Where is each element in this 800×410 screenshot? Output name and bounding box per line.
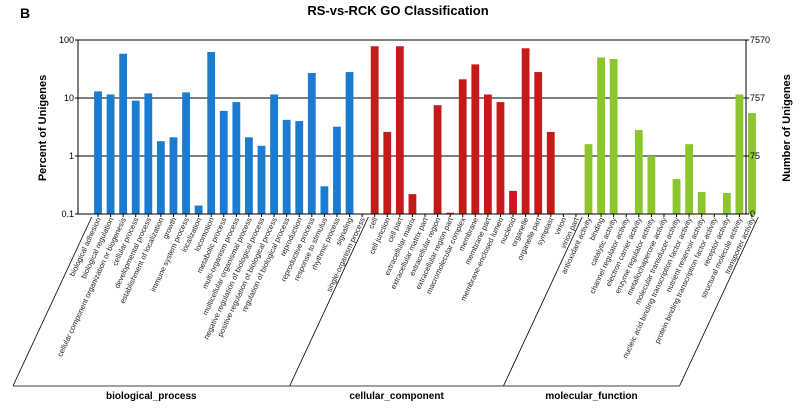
bar-molecular_function (597, 57, 605, 214)
group-divider (12, 216, 93, 387)
bar-biological_process (119, 53, 128, 214)
bar-biological_process (232, 102, 241, 214)
group-brackets: biological_process cellular_component mole… (12, 216, 759, 402)
bar-cellular_component (446, 212, 455, 214)
left-tick-label: 10 (64, 93, 74, 103)
bar-biological_process (169, 137, 178, 214)
bar-cellular_component (433, 105, 442, 214)
bar-cellular_component (408, 194, 417, 214)
group-label: molecular_function (545, 391, 637, 402)
tick-labels: 100 10 1 0.1 7570 757 75 0 (59, 35, 770, 219)
bar-molecular_function (722, 193, 731, 214)
bar-cellular_component (370, 46, 379, 214)
bar-cellular_component (471, 64, 480, 214)
bar-biological_process (182, 92, 190, 214)
bar-cellular_component (483, 94, 492, 214)
bar-molecular_function (735, 94, 744, 214)
bar-cellular_component (509, 190, 517, 214)
category-label: cell (367, 216, 380, 230)
bar-biological_process (282, 119, 291, 214)
left-axis-label: Percent of Unigenes (37, 75, 49, 181)
bar-molecular_function (634, 130, 643, 214)
bar-molecular_function (697, 191, 706, 214)
axes (77, 39, 753, 217)
panel-label: B (20, 5, 30, 21)
right-tick-label: 7570 (750, 35, 770, 45)
bar-biological_process (219, 110, 228, 214)
bar-biological_process (144, 93, 153, 214)
bar-biological_process (333, 126, 341, 214)
bar-molecular_function (748, 113, 756, 214)
bar-biological_process (307, 72, 316, 215)
left-tick-label: 100 (59, 35, 74, 45)
bar-molecular_function (584, 144, 593, 214)
group-label: biological_process (106, 391, 197, 402)
bar-cellular_component (458, 79, 467, 214)
bar-biological_process (295, 121, 304, 214)
group-divider (289, 216, 369, 387)
bar-cellular_component (521, 48, 530, 214)
bar-biological_process (257, 145, 266, 214)
bar-biological_process (156, 141, 165, 214)
right-tick-label: 75 (750, 151, 760, 161)
bar-biological_process (194, 205, 203, 214)
group-label: cellular_component (349, 391, 444, 402)
bar-biological_process (320, 186, 329, 214)
bar-biological_process (245, 137, 253, 214)
gridlines (78, 97, 746, 157)
left-tick-label: 1 (69, 151, 74, 161)
bar-cellular_component (496, 102, 505, 214)
bar-biological_process (131, 100, 140, 214)
bar-molecular_function (672, 179, 681, 214)
bar-biological_process (94, 91, 102, 214)
right-axis-label: Number of Unigenes (781, 74, 793, 182)
right-tick-label: 0 (750, 209, 755, 219)
left-tick-label: 0.1 (61, 209, 74, 219)
group-divider (503, 216, 583, 387)
bar-biological_process (106, 94, 115, 214)
bars (94, 46, 756, 215)
bar-molecular_function (609, 59, 618, 214)
bar-cellular_component (534, 72, 543, 214)
bar-biological_process (270, 94, 278, 214)
group-divider (679, 216, 759, 387)
bar-biological_process (345, 72, 354, 214)
bar-cellular_component (546, 131, 555, 214)
bar-cellular_component (395, 46, 404, 214)
right-tick-label: 757 (750, 93, 765, 103)
chart-title: RS-vs-RCK GO Classification (307, 3, 488, 18)
bar-biological_process (207, 52, 216, 214)
bar-cellular_component (383, 131, 392, 214)
bar-molecular_function (647, 156, 656, 214)
bar-molecular_function (685, 144, 694, 214)
